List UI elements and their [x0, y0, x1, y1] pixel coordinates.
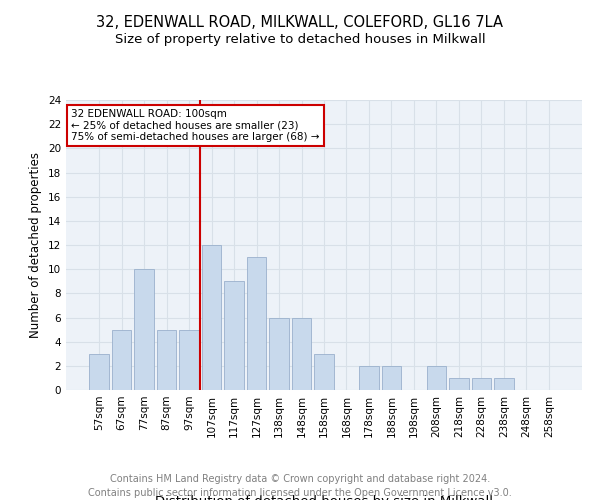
Text: 32, EDENWALL ROAD, MILKWALL, COLEFORD, GL16 7LA: 32, EDENWALL ROAD, MILKWALL, COLEFORD, G…	[97, 15, 503, 30]
Y-axis label: Number of detached properties: Number of detached properties	[29, 152, 43, 338]
Bar	[202, 245, 221, 390]
Bar	[89, 354, 109, 390]
Bar	[449, 378, 469, 390]
Bar	[472, 378, 491, 390]
Bar	[494, 378, 514, 390]
Bar	[179, 330, 199, 390]
Text: Size of property relative to detached houses in Milkwall: Size of property relative to detached ho…	[115, 32, 485, 46]
Bar	[427, 366, 446, 390]
Bar	[382, 366, 401, 390]
Bar	[157, 330, 176, 390]
Bar	[134, 269, 154, 390]
Bar	[292, 318, 311, 390]
Bar	[224, 281, 244, 390]
X-axis label: Distribution of detached houses by size in Milkwall: Distribution of detached houses by size …	[155, 496, 493, 500]
Bar	[247, 257, 266, 390]
Bar	[112, 330, 131, 390]
Text: Contains HM Land Registry data © Crown copyright and database right 2024.
Contai: Contains HM Land Registry data © Crown c…	[88, 474, 512, 498]
Bar	[359, 366, 379, 390]
Bar	[269, 318, 289, 390]
Text: 32 EDENWALL ROAD: 100sqm
← 25% of detached houses are smaller (23)
75% of semi-d: 32 EDENWALL ROAD: 100sqm ← 25% of detach…	[71, 108, 320, 142]
Bar	[314, 354, 334, 390]
